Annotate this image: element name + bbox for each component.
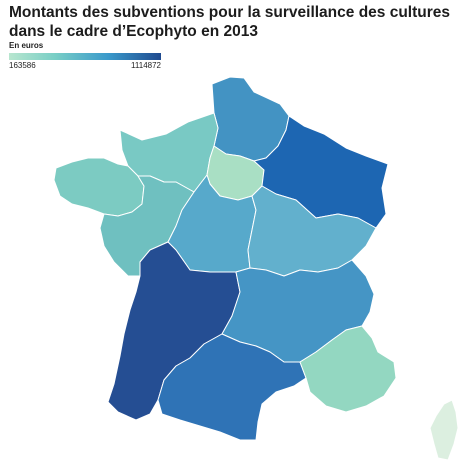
map-title: Montants des subventions pour la surveil…: [9, 4, 451, 40]
legend-gradient-bar: [9, 53, 161, 60]
legend-labels: 163586 1114872: [9, 61, 161, 70]
region-provence-alpes-cote-dazur[interactable]: [299, 325, 397, 413]
region-corse[interactable]: [429, 399, 459, 461]
color-legend: En euros 163586 1114872: [9, 41, 169, 70]
legend-max-label: 1114872: [131, 61, 161, 70]
legend-title: En euros: [9, 41, 44, 50]
legend-min-label: 163586: [9, 61, 36, 70]
